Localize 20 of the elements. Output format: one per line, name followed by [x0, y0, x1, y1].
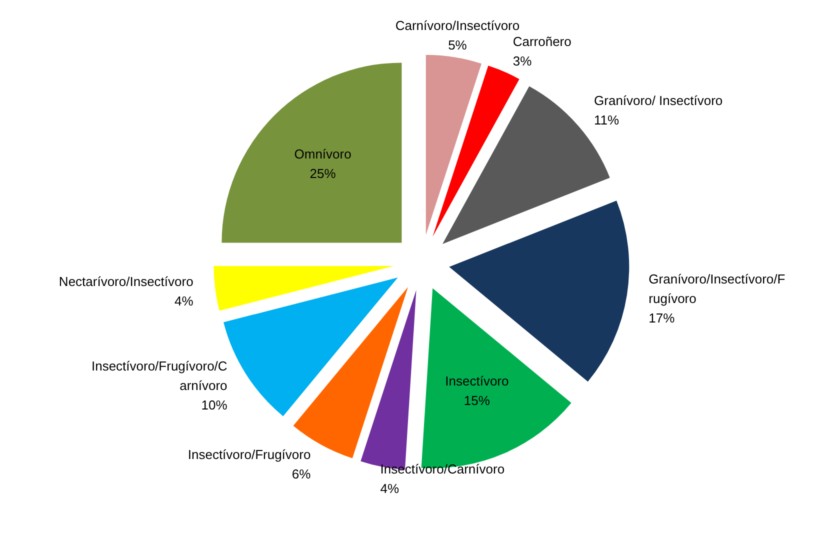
- slice-label: Carroñero: [512, 34, 572, 50]
- slice-label: Insectívoro/Frugívoro/Carnívoro: [91, 358, 228, 394]
- slice-label: Granívoro/ Insectívoro: [594, 93, 723, 108]
- data-label: 25%: [310, 166, 336, 182]
- data-label: 17%: [648, 310, 676, 326]
- data-label: 4%: [174, 294, 194, 309]
- slice-label: Carnívoro/Insectívoro: [395, 18, 520, 34]
- slice-label: Omnívoro: [294, 146, 352, 162]
- slice-label: Insectívoro/Carnívoro: [380, 461, 505, 476]
- slice-label: Nectarívoro/Insectívoro: [58, 274, 194, 290]
- data-label: 5%: [448, 38, 468, 53]
- slice-label: Granívoro/Insectívoro/Frugívoro: [648, 271, 786, 306]
- data-label: 11%: [594, 112, 620, 128]
- data-label: 3%: [512, 54, 532, 69]
- data-label: 4%: [380, 480, 400, 496]
- data-label: 10%: [201, 398, 228, 413]
- data-label: 6%: [292, 466, 312, 482]
- slice-label: Insectívoro/Frugívoro: [188, 446, 311, 462]
- slice-label: Insectívoro: [445, 373, 509, 388]
- data-label: 15%: [464, 392, 490, 408]
